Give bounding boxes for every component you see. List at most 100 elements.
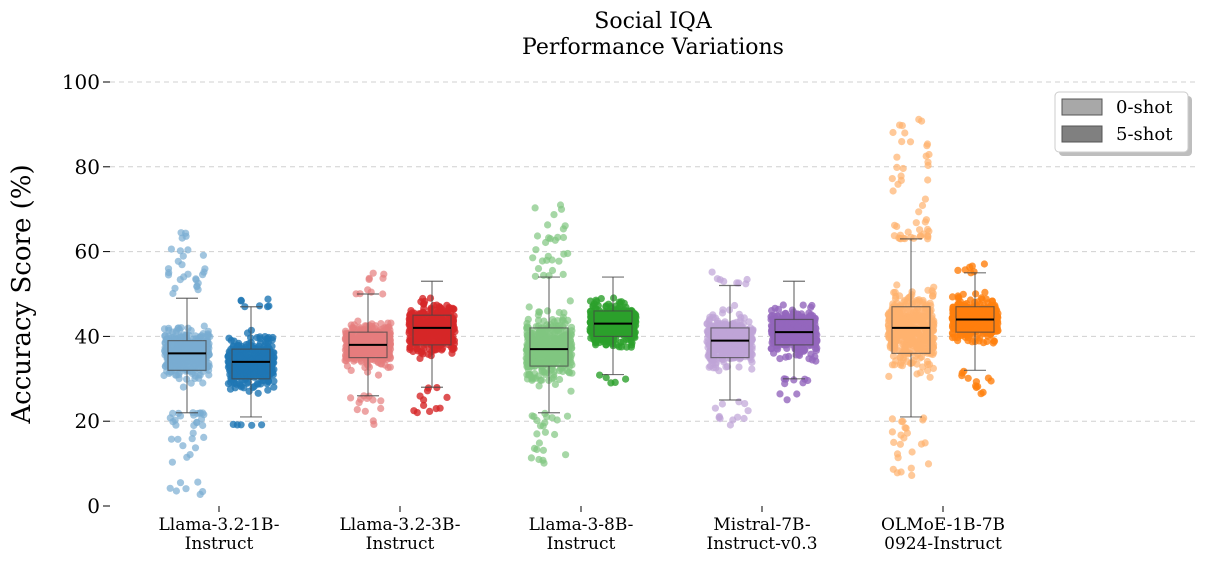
data-point <box>915 334 923 342</box>
data-point <box>993 313 1002 321</box>
data-point <box>432 405 440 413</box>
data-point <box>791 345 800 353</box>
data-point <box>767 344 775 353</box>
data-point <box>438 346 446 354</box>
data-point <box>363 358 371 366</box>
boxplot-5-shot-2 <box>593 276 633 376</box>
x-category-label: Instruct <box>547 534 616 554</box>
x-category-label: OLMoE-1B-7B <box>881 515 1005 535</box>
data-point <box>921 195 930 203</box>
data-point <box>776 355 784 363</box>
data-point <box>188 435 196 443</box>
data-point <box>921 439 929 447</box>
data-point <box>265 302 273 310</box>
data-point <box>171 284 179 292</box>
data-point <box>551 430 559 439</box>
data-point <box>177 229 185 237</box>
data-point <box>544 307 552 315</box>
data-point <box>920 320 928 328</box>
data-point <box>564 249 572 258</box>
data-point <box>548 349 556 358</box>
data-point <box>176 276 184 284</box>
data-point <box>925 227 933 235</box>
data-point <box>196 409 204 417</box>
data-point <box>354 345 362 353</box>
data-point <box>430 346 439 354</box>
data-point <box>741 400 749 408</box>
data-point <box>369 269 377 277</box>
data-point <box>901 129 909 137</box>
boxplot-5-shot-0 <box>231 306 271 418</box>
data-point <box>913 370 921 378</box>
data-point <box>253 379 261 388</box>
data-point <box>596 371 604 379</box>
data-point <box>369 417 377 425</box>
data-point <box>556 375 564 384</box>
data-point <box>812 346 821 354</box>
data-point <box>888 175 896 183</box>
boxplot-5-shot-3 <box>774 280 814 380</box>
data-point <box>347 321 355 329</box>
data-point <box>713 317 722 325</box>
data-point <box>749 327 757 335</box>
data-point <box>525 340 533 348</box>
data-point <box>352 290 360 298</box>
data-point <box>421 297 429 305</box>
data-point <box>920 414 928 422</box>
data-point <box>891 221 899 229</box>
data-point <box>924 158 932 166</box>
data-point <box>531 272 540 280</box>
x-category-label: Instruct-v0.3 <box>706 534 817 554</box>
data-point <box>602 374 610 382</box>
data-point <box>565 369 574 377</box>
data-point <box>790 376 798 384</box>
data-point <box>192 342 200 351</box>
data-point <box>783 396 791 404</box>
data-point <box>197 361 205 369</box>
data-point <box>365 275 373 283</box>
data-point <box>539 360 547 368</box>
data-point <box>611 378 619 386</box>
data-point <box>377 397 385 405</box>
data-point <box>597 295 605 303</box>
x-category-label: Instruct <box>366 534 435 554</box>
data-point <box>420 401 428 409</box>
data-point <box>783 344 791 352</box>
data-point <box>616 299 624 308</box>
data-point <box>773 344 781 352</box>
data-point <box>250 370 258 378</box>
data-point <box>406 345 414 354</box>
data-point <box>718 309 727 317</box>
data-point <box>779 333 788 341</box>
data-point <box>895 310 904 318</box>
data-point <box>555 257 563 265</box>
data-point <box>265 365 273 374</box>
boxplot-5-shot-4 <box>955 272 995 371</box>
data-point <box>990 337 999 345</box>
data-point <box>595 326 603 334</box>
data-point <box>899 164 907 173</box>
data-point <box>908 448 916 456</box>
data-point <box>889 300 897 308</box>
gridlines <box>110 81 1197 422</box>
data-point <box>184 324 192 332</box>
data-point <box>435 321 443 329</box>
data-point <box>774 305 783 313</box>
data-point <box>183 453 191 461</box>
data-point <box>541 409 549 417</box>
data-point <box>924 176 932 184</box>
data-point <box>709 311 717 319</box>
data-point <box>930 349 938 357</box>
data-point <box>414 347 422 355</box>
legend-swatch-5-shot <box>1061 125 1103 143</box>
data-point <box>905 305 913 313</box>
data-point <box>369 396 377 404</box>
data-point <box>182 232 190 240</box>
x-category-label: Llama-3-8B- <box>529 515 634 535</box>
boxplots <box>167 238 995 418</box>
x-category-label: Instruct <box>185 534 254 554</box>
data-point <box>174 341 182 349</box>
data-point <box>804 376 812 385</box>
data-point <box>166 484 174 492</box>
